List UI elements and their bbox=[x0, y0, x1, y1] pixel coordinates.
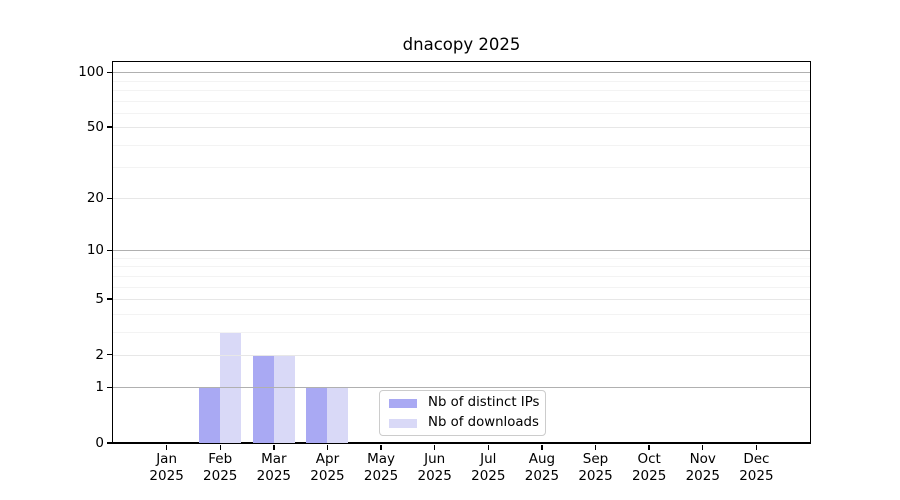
plot-area bbox=[112, 61, 811, 444]
gridline-decade-1 bbox=[113, 387, 810, 389]
gridline-minor-6 bbox=[113, 286, 810, 288]
legend-swatch-distinct-ips bbox=[389, 398, 417, 408]
x-tick-mark-jun bbox=[433, 445, 436, 450]
legend-item-distinct-ips: Nb of distinct IPs bbox=[389, 395, 540, 411]
gridline-minor-7 bbox=[113, 275, 810, 277]
gridline-major-20 bbox=[113, 198, 810, 200]
x-tick-label-nov: Nov 2025 bbox=[685, 451, 720, 484]
x-tick-label-jan: Jan 2025 bbox=[149, 451, 184, 484]
legend: Nb of distinct IPs Nb of downloads bbox=[379, 390, 546, 436]
x-tick-label-jul: Jul 2025 bbox=[471, 451, 506, 484]
legend-swatch-downloads bbox=[389, 418, 417, 428]
x-tick-mark-jan bbox=[165, 445, 168, 450]
x-tick-mark-apr bbox=[326, 445, 329, 450]
x-tick-mark-may bbox=[380, 445, 382, 450]
y-tick-mark-10 bbox=[107, 249, 113, 252]
gridline-minor-70 bbox=[113, 100, 810, 102]
x-tick-label-oct: Oct 2025 bbox=[631, 451, 667, 484]
gridline-major-5 bbox=[113, 299, 810, 301]
x-tick-mark-oct bbox=[648, 445, 650, 450]
x-tick-mark-aug bbox=[541, 445, 543, 450]
x-tick-mark-jul bbox=[487, 445, 489, 450]
y-tick-label-1: 1 bbox=[95, 379, 104, 396]
x-tick-label-aug: Aug 2025 bbox=[524, 451, 560, 484]
gridline-minor-90 bbox=[113, 80, 810, 82]
gridline-minor-9 bbox=[113, 258, 810, 259]
chart-title: dnacopy 2025 bbox=[402, 35, 521, 54]
gridline-decade-100 bbox=[113, 72, 810, 74]
x-tick-mark-feb bbox=[219, 445, 221, 450]
x-tick-mark-nov bbox=[702, 445, 704, 450]
x-tick-label-sep: Sep 2025 bbox=[578, 451, 613, 484]
y-tick-label-0: 0 bbox=[95, 435, 104, 451]
bar-downloads-apr bbox=[327, 387, 349, 443]
gridline-major-50 bbox=[113, 127, 810, 129]
x-tick-mark-sep bbox=[594, 445, 597, 450]
y-tick-mark-2 bbox=[107, 354, 113, 356]
gridline-decade-10 bbox=[113, 250, 810, 252]
x-tick-label-may: May 2025 bbox=[363, 451, 399, 484]
bar-distinct-ips-apr bbox=[306, 387, 328, 443]
gridline-minor-4 bbox=[113, 313, 810, 315]
x-tick-label-dec: Dec 2025 bbox=[739, 451, 774, 484]
gridline-minor-40 bbox=[113, 144, 810, 146]
x-tick-label-jun: Jun 2025 bbox=[417, 451, 452, 484]
legend-item-downloads: Nb of downloads bbox=[389, 415, 539, 431]
y-tick-mark-20 bbox=[107, 197, 113, 200]
y-tick-label-2: 2 bbox=[95, 346, 104, 363]
y-tick-label-5: 5 bbox=[95, 291, 104, 308]
legend-label-distinct-ips: Nb of distinct IPs bbox=[428, 395, 540, 410]
bar-distinct-ips-mar bbox=[252, 354, 274, 443]
x-tick-label-mar: Mar 2025 bbox=[256, 451, 292, 484]
legend-label-downloads: Nb of downloads bbox=[428, 415, 539, 430]
y-tick-mark-100 bbox=[107, 71, 113, 73]
gridline-minor-80 bbox=[113, 89, 810, 91]
gridline-minor-30 bbox=[113, 167, 810, 169]
y-tick-label-100: 100 bbox=[78, 64, 104, 81]
bar-distinct-ips-feb bbox=[199, 387, 221, 443]
bar-downloads-mar bbox=[273, 354, 295, 443]
grid-layer bbox=[113, 62, 810, 442]
gridline-minor-60 bbox=[113, 112, 810, 114]
y-tick-mark-0 bbox=[107, 442, 113, 444]
x-tick-label-feb: Feb 2025 bbox=[203, 451, 238, 484]
gridline-minor-3 bbox=[113, 331, 810, 333]
y-tick-mark-50 bbox=[107, 126, 113, 128]
y-tick-mark-1 bbox=[107, 386, 113, 388]
y-tick-label-20: 20 bbox=[86, 190, 104, 207]
y-tick-mark-5 bbox=[107, 298, 113, 300]
gridline-major-2 bbox=[113, 354, 810, 356]
x-tick-label-apr: Apr 2025 bbox=[310, 451, 345, 484]
y-tick-label-10: 10 bbox=[86, 242, 104, 259]
x-tick-mark-mar bbox=[273, 445, 275, 450]
y-tick-label-50: 50 bbox=[86, 119, 104, 136]
gridline-minor-8 bbox=[113, 266, 810, 268]
x-tick-mark-dec bbox=[755, 445, 758, 450]
